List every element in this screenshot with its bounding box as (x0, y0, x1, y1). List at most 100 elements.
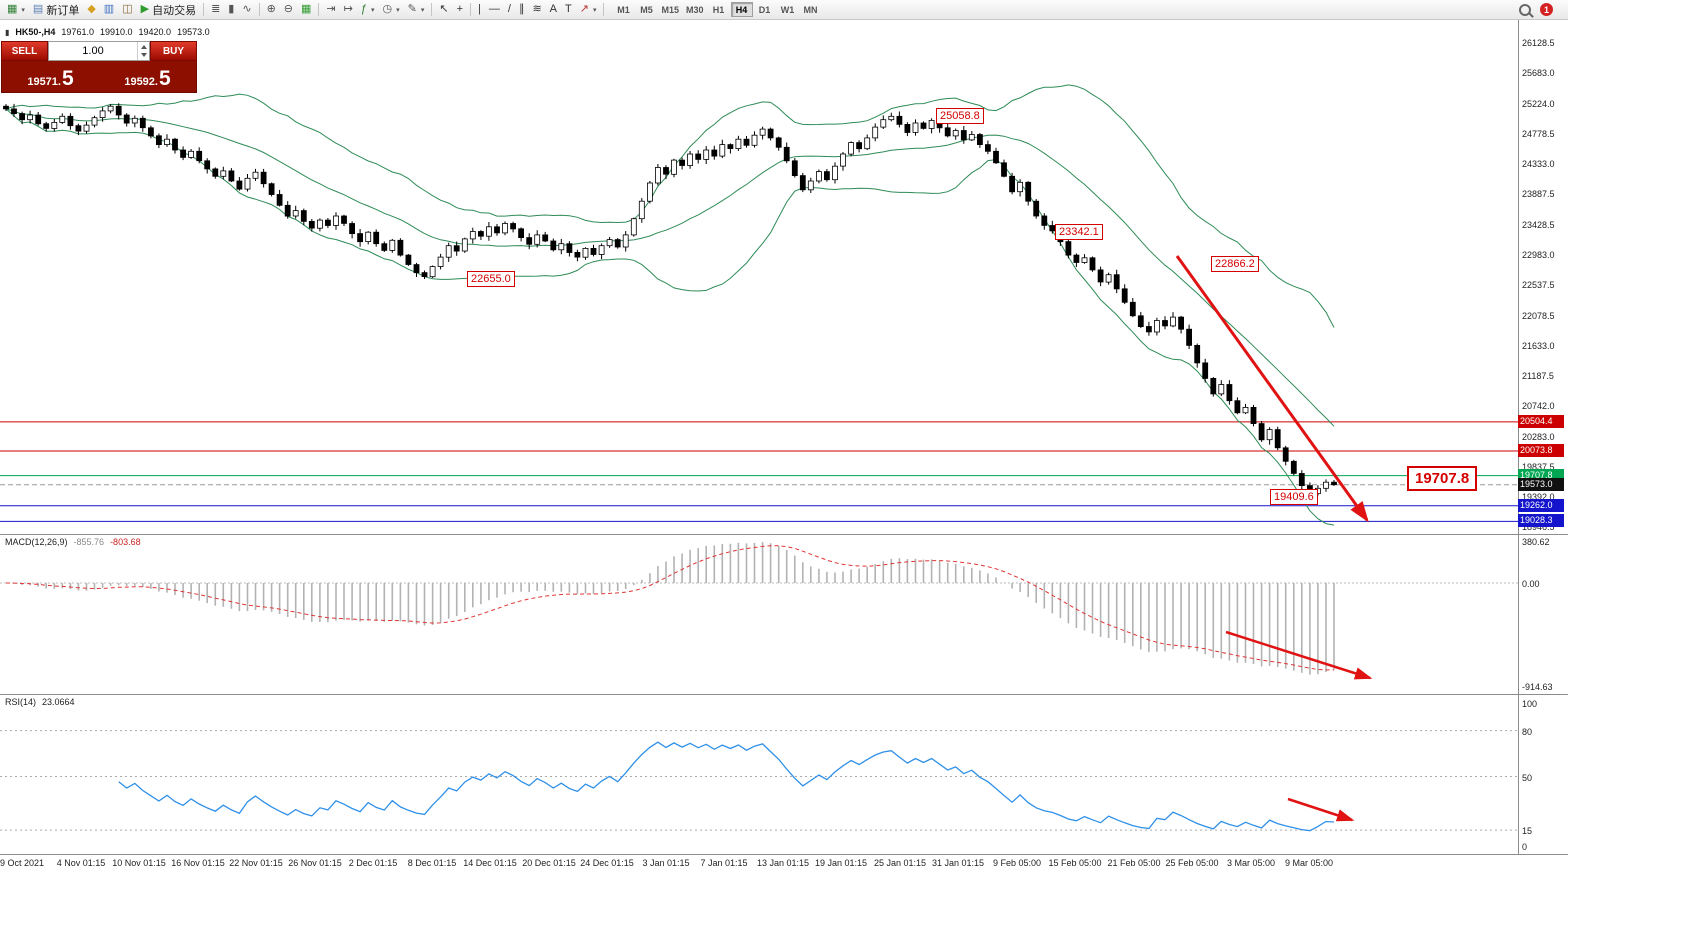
arrows-icon: ↗ (579, 3, 589, 15)
channel-button[interactable]: ∥ (515, 1, 529, 18)
bar-chart-button[interactable]: ≣ (207, 1, 224, 18)
text-button[interactable]: A (546, 1, 561, 18)
symbol-period: HK50-,H4 (15, 27, 56, 37)
sell-price-big: 5 (61, 67, 74, 91)
channel-icon: ∥ (518, 3, 525, 15)
charts-button[interactable]: ▥ (100, 1, 118, 18)
volume-box (48, 41, 150, 61)
time-axis-label: 26 Nov 01:15 (288, 858, 342, 868)
timeframe-w1-button[interactable]: W1 (777, 2, 799, 17)
profiles-button[interactable]: ◫ (118, 1, 136, 18)
label-icon: T (565, 3, 572, 15)
search-icon[interactable] (1519, 3, 1531, 16)
periods-button[interactable]: ◷ ▾ (379, 1, 404, 18)
price-axis-label: 26128.5 (1522, 38, 1555, 48)
guide-button[interactable]: ◆ (83, 1, 99, 18)
timeframe-h1-button[interactable]: H1 (708, 2, 730, 17)
rsi-axis-label: 100 (1522, 699, 1538, 709)
sell-button[interactable]: SELL (1, 41, 48, 61)
trend-arrow-rsi[interactable] (1287, 797, 1355, 822)
label-button[interactable]: T (561, 1, 576, 18)
time-axis-divider (0, 854, 1568, 855)
periods-caret-icon: ▾ (396, 6, 400, 14)
tile-windows-icon: ▦ (301, 3, 312, 15)
rsi-header: RSI(14) 23.0664 (5, 697, 75, 707)
templates-icon: ✎ (407, 3, 417, 15)
trend-arrow-macd[interactable] (1225, 630, 1373, 680)
vertical-line-button[interactable]: | (474, 1, 485, 18)
price-axis-label: 19392.0 (1522, 492, 1555, 502)
order-controls-row: SELL BUY (1, 41, 197, 61)
macd-panel-canvas[interactable] (0, 535, 1518, 695)
timeframe-m15-button[interactable]: M15 (658, 2, 682, 17)
indicators-button[interactable]: ƒ ▾ (357, 1, 379, 18)
cursor-button[interactable]: ↖ (435, 1, 452, 18)
trend-arrow-main[interactable] (1175, 255, 1369, 523)
rsi-panel-splitter[interactable] (0, 694, 1568, 695)
auto-scroll-icon: ⇥ (326, 3, 336, 15)
auto-trading-icon: ▶ (140, 3, 150, 15)
timeframe-h4-button[interactable]: H4 (730, 2, 753, 17)
text-icon: A (549, 3, 557, 15)
main-chart-canvas[interactable] (0, 20, 1518, 535)
arrows-button[interactable]: ↗ ▾ (576, 1, 601, 18)
volume-down-button[interactable] (138, 52, 149, 58)
timeframe-m30-button[interactable]: M30 (683, 2, 707, 17)
chart-shift-button[interactable]: ↦ (340, 1, 357, 18)
trendline-button[interactable]: / (504, 1, 515, 18)
time-axis-label: 15 Feb 05:00 (1048, 858, 1102, 868)
time-axis-label: 9 Mar 05:00 (1284, 858, 1334, 868)
toolbar: ▦ ▾ ▤ 新订单 ◆ ▥ ◫ ▶ 自动交易 ≣ ▮ ∿ ⊕ ⊖ ▦ ⇥ ↦ ƒ ▾ ◷ ▾ ✎ ▾ ↖ + | — / ∥ ≋ A T ↗ ▾ M… (0, 0, 1568, 20)
candles (3, 103, 1337, 498)
zoom-in-icon: ⊕ (266, 3, 276, 15)
candle-chart-button[interactable]: ▮ (224, 1, 238, 18)
auto-trading-button[interactable]: ▶ 自动交易 (137, 1, 200, 18)
timeframe-mn-button[interactable]: MN (800, 2, 822, 17)
macd-name: MACD(12,26,9) (5, 537, 68, 547)
price-axis-label: 18946.5 (1522, 522, 1555, 532)
new-chart-button[interactable]: ▦ ▾ (3, 1, 29, 18)
crosshair-button[interactable]: + (453, 1, 467, 18)
volume-input[interactable] (49, 42, 137, 60)
new-order-label: 新订单 (46, 4, 80, 17)
price-axis-label: 22078.5 (1522, 311, 1555, 321)
toolbar-separator (203, 3, 205, 16)
price-tag-19262.0: 19262.0 (1518, 499, 1564, 512)
timeframe-d1-button[interactable]: D1 (754, 2, 776, 17)
toolbar-separator (318, 3, 320, 16)
trading-terminal-window: ▦ ▾ ▤ 新订单 ◆ ▥ ◫ ▶ 自动交易 ≣ ▮ ∿ ⊕ ⊖ ▦ ⇥ ↦ ƒ ▾ ◷ ▾ ✎ ▾ ↖ + | — / ∥ ≋ A T ↗ ▾ M… (0, 0, 1568, 876)
chart-area[interactable]: ▮ HK50-,H4 19761.0 19910.0 19420.0 19573… (0, 20, 1568, 876)
price-axis-label: 22983.0 (1522, 250, 1555, 260)
buy-price[interactable]: 19592. 5 (99, 61, 196, 92)
vertical-line-icon: | (478, 3, 481, 15)
macd-panel-splitter[interactable] (0, 534, 1568, 535)
auto-trading-label: 自动交易 (152, 4, 197, 17)
timeframe-m1-button[interactable]: M1 (612, 2, 634, 17)
volume-up-button[interactable] (138, 44, 149, 50)
buy-button[interactable]: BUY (150, 41, 197, 61)
notification-badge[interactable]: 1 (1540, 3, 1553, 16)
sell-price-head: 19571. (27, 76, 61, 88)
sell-price[interactable]: 19571. 5 (2, 61, 99, 92)
line-chart-button[interactable]: ∿ (238, 1, 255, 18)
time-axis-label: 7 Jan 01:15 (700, 858, 748, 868)
line-chart-icon: ∿ (242, 3, 252, 15)
horizontal-line-button[interactable]: — (485, 1, 504, 18)
rsi-panel-canvas[interactable] (0, 695, 1518, 855)
new-order-button[interactable]: ▤ 新订单 (29, 1, 83, 18)
tile-windows-button[interactable]: ▦ (297, 1, 315, 18)
zoom-in-button[interactable]: ⊕ (263, 1, 280, 18)
macd-axis-label: 0.00 (1522, 579, 1540, 589)
macd-axis-label: -914.63 (1522, 682, 1553, 692)
auto-scroll-button[interactable]: ⇥ (322, 1, 339, 18)
fibonacci-button[interactable]: ≋ (528, 1, 545, 18)
zoom-out-button[interactable]: ⊖ (280, 1, 297, 18)
timeframe-m5-button[interactable]: M5 (635, 2, 657, 17)
time-axis-label: 9 Feb 05:00 (992, 858, 1042, 868)
charts-icon: ▥ (103, 3, 115, 15)
price-axis-label: 25224.0 (1522, 99, 1555, 109)
new-chart-caret-icon: ▾ (21, 6, 25, 14)
time-axis-label: 16 Nov 01:15 (171, 858, 225, 868)
macd-header: MACD(12,26,9) -855.76 -803.68 (5, 537, 141, 547)
templates-button[interactable]: ✎ ▾ (404, 1, 429, 18)
